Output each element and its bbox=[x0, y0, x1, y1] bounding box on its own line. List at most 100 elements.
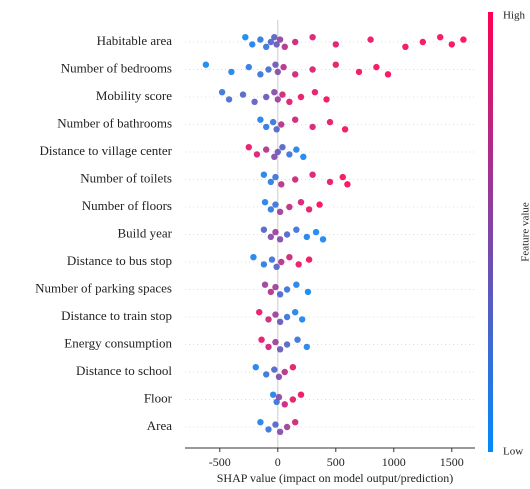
shap-point bbox=[257, 419, 264, 426]
shap-point bbox=[323, 96, 330, 103]
shap-point bbox=[286, 254, 293, 261]
shap-point bbox=[309, 123, 316, 131]
shap-point bbox=[269, 391, 277, 398]
shap-point bbox=[292, 116, 299, 123]
shap-point bbox=[384, 71, 392, 78]
shap-point bbox=[272, 338, 279, 346]
shap-point bbox=[273, 126, 280, 133]
shap-point bbox=[344, 181, 351, 188]
x-tick-label: 1500 bbox=[440, 455, 464, 469]
shap-point bbox=[295, 261, 302, 268]
shap-point bbox=[332, 61, 339, 68]
x-axis-label: SHAP value (impact on model output/predi… bbox=[217, 471, 454, 485]
shap-point bbox=[271, 366, 278, 373]
shap-point bbox=[279, 144, 286, 151]
x-tick-label: 0 bbox=[275, 455, 281, 469]
shap-point bbox=[275, 393, 283, 401]
shap-point bbox=[332, 41, 339, 48]
shap-point bbox=[304, 288, 312, 296]
shap-point bbox=[242, 34, 249, 41]
shap-point bbox=[305, 206, 313, 213]
shap-point bbox=[341, 126, 349, 133]
shap-point bbox=[283, 231, 291, 238]
shap-point bbox=[297, 391, 305, 398]
shap-point bbox=[281, 368, 288, 376]
colorbar bbox=[488, 12, 493, 452]
shap-point bbox=[419, 38, 426, 46]
shap-point bbox=[272, 61, 279, 68]
shap-point bbox=[245, 63, 252, 71]
shap-point bbox=[251, 98, 258, 106]
shap-point bbox=[437, 34, 444, 41]
feature-label: Number of bathrooms bbox=[57, 115, 172, 130]
shap-point bbox=[276, 36, 284, 43]
feature-label: Mobility score bbox=[96, 88, 172, 103]
shap-point bbox=[257, 116, 264, 123]
feature-label: Habitable area bbox=[97, 33, 173, 48]
shap-point bbox=[261, 199, 269, 206]
shap-point bbox=[355, 68, 363, 76]
shap-point bbox=[283, 341, 291, 348]
shap-point bbox=[289, 364, 297, 371]
shap-point bbox=[281, 401, 288, 408]
feature-label: Area bbox=[147, 418, 172, 433]
shap-point bbox=[309, 34, 316, 41]
shap-point bbox=[267, 38, 275, 46]
shap-point bbox=[311, 89, 319, 96]
shap-point bbox=[292, 71, 299, 78]
shap-point bbox=[260, 226, 268, 233]
feature-label: Distance to school bbox=[76, 363, 172, 378]
shap-point bbox=[297, 93, 305, 101]
shap-point bbox=[305, 256, 313, 263]
shap-point bbox=[283, 286, 291, 293]
shap-point bbox=[260, 261, 268, 268]
feature-label: Number of toilets bbox=[80, 170, 172, 185]
shap-point bbox=[373, 63, 380, 71]
feature-label: Number of bedrooms bbox=[61, 60, 172, 75]
shap-point bbox=[273, 41, 280, 48]
shap-point bbox=[278, 258, 285, 266]
shap-point bbox=[274, 68, 281, 76]
shap-point bbox=[245, 144, 252, 151]
shap-point bbox=[267, 206, 275, 213]
feature-label: Number of parking spaces bbox=[35, 280, 172, 295]
shap-point bbox=[272, 201, 279, 208]
feature-label: Build year bbox=[117, 225, 172, 240]
shap-point bbox=[276, 208, 284, 215]
shap-point bbox=[303, 233, 310, 241]
shap-point bbox=[263, 371, 270, 378]
shap-point bbox=[250, 254, 257, 261]
shap-point bbox=[292, 419, 299, 426]
shap-point bbox=[252, 364, 259, 371]
shap-point bbox=[273, 263, 280, 270]
shap-point bbox=[278, 181, 285, 188]
shap-point bbox=[202, 61, 210, 68]
shap-point bbox=[367, 36, 374, 43]
shap-point bbox=[292, 176, 299, 183]
colorbar-low: Low bbox=[503, 446, 523, 458]
feature-label: Floor bbox=[144, 390, 173, 405]
shap-point bbox=[272, 173, 279, 181]
shap-point bbox=[278, 121, 285, 128]
shap-point bbox=[276, 346, 284, 353]
shap-point bbox=[293, 146, 300, 153]
shap-point bbox=[272, 311, 279, 318]
shap-point bbox=[268, 256, 276, 263]
feature-label: Distance to village center bbox=[40, 143, 173, 158]
shap-point bbox=[249, 41, 256, 48]
shap-point bbox=[257, 71, 264, 78]
shap-point bbox=[286, 151, 293, 158]
shap-point bbox=[267, 233, 275, 241]
shap-point bbox=[293, 281, 300, 288]
shap-point bbox=[460, 36, 467, 43]
x-tick-label: -500 bbox=[209, 455, 231, 469]
shap-point bbox=[271, 89, 278, 96]
shap-point bbox=[280, 63, 287, 71]
shap-point bbox=[274, 96, 281, 103]
shap-point bbox=[283, 423, 291, 431]
shap-point bbox=[225, 96, 233, 103]
shap-point bbox=[263, 146, 270, 153]
shap-point bbox=[312, 228, 320, 236]
shap-point bbox=[265, 66, 272, 73]
